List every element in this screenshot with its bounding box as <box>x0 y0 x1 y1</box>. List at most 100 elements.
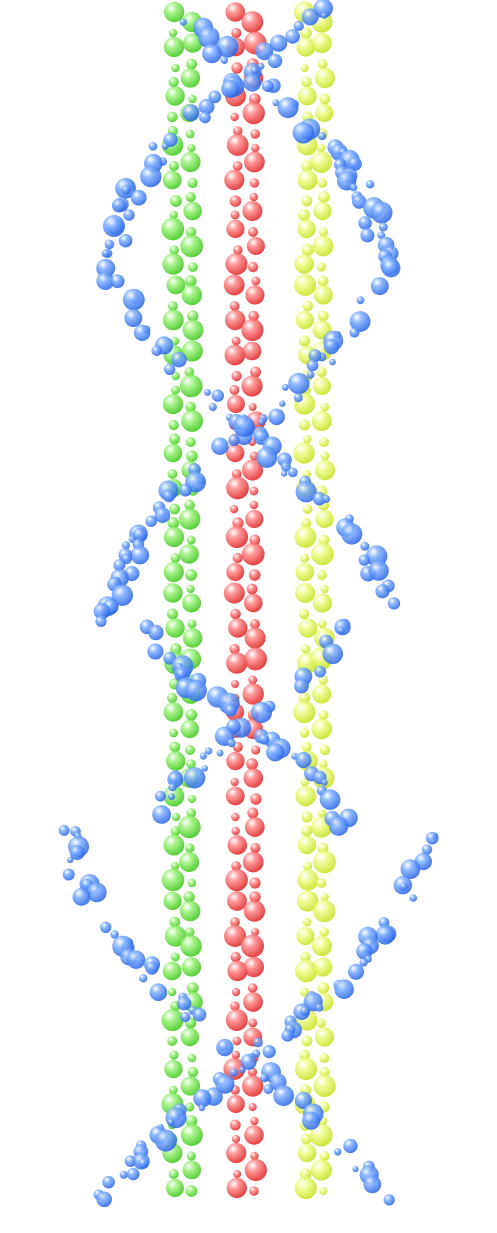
blue-bubble <box>167 1118 175 1126</box>
yellow-bead <box>311 542 334 566</box>
yellow-bead <box>298 335 311 347</box>
green-bead <box>187 1053 197 1063</box>
yellow-bead <box>320 584 329 594</box>
blue-bubble <box>96 258 116 278</box>
green-bead <box>167 469 178 479</box>
yellow-bead <box>299 1049 310 1061</box>
blue-bubble <box>192 1007 207 1022</box>
blue-bubble <box>343 1138 358 1154</box>
yellow-bead <box>303 861 313 871</box>
blue-bubble <box>387 597 401 610</box>
blue-bubble <box>341 523 363 545</box>
blue-bubble <box>220 56 229 64</box>
green-bead <box>166 275 186 295</box>
blue-bubble <box>319 789 341 810</box>
green-bead <box>168 1169 179 1179</box>
yellow-bead <box>298 608 310 620</box>
red-bead <box>229 195 242 207</box>
yellow-bead <box>294 254 314 274</box>
red-bead <box>250 842 261 854</box>
red-bead <box>224 344 246 366</box>
red-bead <box>231 370 242 382</box>
yellow-bead <box>301 517 312 529</box>
blue-bubble <box>211 389 224 402</box>
red-bead <box>231 1050 240 1060</box>
yellow-bead <box>297 170 318 190</box>
yellow-bead <box>299 728 310 738</box>
red-bead <box>249 93 261 105</box>
green-bead <box>170 826 181 836</box>
green-bead <box>169 503 181 515</box>
green-bead <box>171 812 181 822</box>
blue-bubble <box>183 767 206 789</box>
blue-bubble <box>96 1191 112 1208</box>
blue-bubble <box>328 816 349 836</box>
yellow-bead <box>319 759 328 769</box>
yellow-bead <box>295 583 316 603</box>
green-bead <box>180 719 199 739</box>
blue-bubble <box>110 930 119 939</box>
red-bead <box>244 817 265 837</box>
red-bead <box>224 925 246 947</box>
green-bead <box>167 111 178 123</box>
green-bead <box>187 982 199 994</box>
yellow-bead <box>301 825 313 837</box>
green-bead <box>188 262 198 272</box>
red-bead <box>250 1151 259 1161</box>
red-bead <box>249 877 261 889</box>
green-bead <box>168 28 178 38</box>
green-bead <box>170 952 180 962</box>
green-bead <box>185 401 196 413</box>
blue-bubble <box>259 734 270 745</box>
yellow-bead <box>298 692 311 704</box>
blue-bubble <box>110 274 125 289</box>
red-bead <box>226 652 248 674</box>
blue-bubble <box>180 1011 191 1023</box>
green-bead <box>186 1151 196 1161</box>
green-bead <box>165 618 185 638</box>
red-bead <box>248 569 261 581</box>
red-bead <box>248 675 258 685</box>
blue-bubble <box>124 309 143 328</box>
red-bead <box>244 647 267 671</box>
green-bead <box>180 935 202 957</box>
yellow-bead <box>300 27 312 39</box>
yellow-bead <box>295 562 315 582</box>
yellow-bead <box>297 1143 317 1163</box>
green-bead <box>185 191 196 203</box>
blue-bubble <box>277 97 299 119</box>
red-bead <box>225 868 248 892</box>
green-bead <box>168 160 179 172</box>
yellow-bead <box>301 76 312 88</box>
green-bead <box>168 1085 178 1095</box>
blue-bubble <box>152 805 172 824</box>
blue-bubble <box>322 643 344 665</box>
green-bead <box>182 628 203 648</box>
green-bead <box>180 68 201 88</box>
blue-bubble <box>233 415 255 437</box>
blue-bubble <box>288 372 310 395</box>
green-bead <box>187 143 196 153</box>
red-bead <box>247 807 259 819</box>
blue-bubble <box>300 1006 310 1016</box>
green-bead <box>180 1076 201 1096</box>
green-bead <box>187 794 197 804</box>
blue-bubble <box>58 824 70 836</box>
blue-bubble <box>96 272 115 290</box>
yellow-bead <box>297 86 317 106</box>
red-bead <box>227 960 248 982</box>
yellow-bead <box>302 504 313 514</box>
blue-bubble <box>216 35 239 58</box>
green-bead <box>167 987 177 997</box>
yellow-bead <box>294 274 317 296</box>
red-bead <box>225 309 246 331</box>
blue-bubble <box>383 1194 395 1206</box>
blue-bubble <box>139 974 148 983</box>
blue-bubble <box>349 311 371 332</box>
blue-bubble <box>227 738 236 748</box>
yellow-bead <box>299 553 310 563</box>
blue-bubble <box>260 1073 269 1083</box>
green-bead <box>180 1027 199 1047</box>
yellow-bead <box>312 593 332 613</box>
blue-bubble <box>168 793 175 800</box>
